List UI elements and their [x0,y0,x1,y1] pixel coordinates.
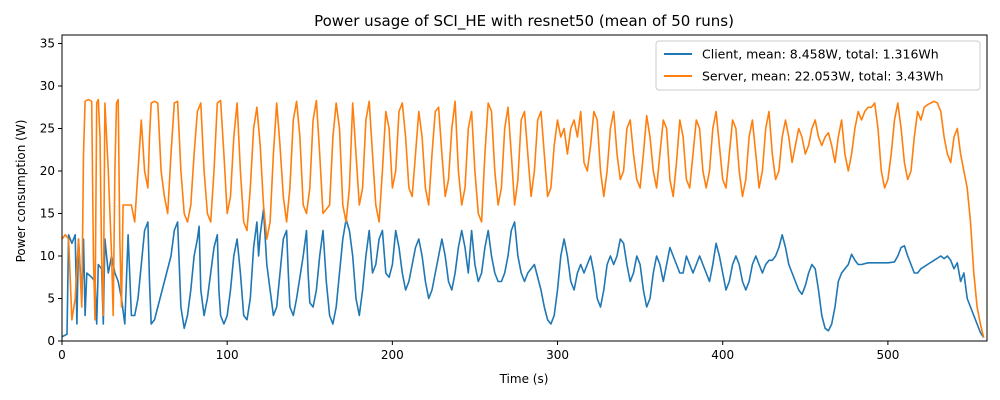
y-tick-label: 5 [47,292,55,306]
series-line-client [61,208,985,339]
x-tick-label: 400 [711,348,734,362]
x-tick-label: 200 [381,348,404,362]
y-tick-label: 20 [40,164,55,178]
x-tick-label: 100 [216,348,239,362]
y-tick-label: 25 [40,122,55,136]
y-axis-label: Power consumption (W) [14,120,28,263]
series-line-server [61,98,985,338]
x-tick-label: 0 [58,348,66,362]
series-layer [61,98,985,339]
x-tick-label: 300 [546,348,569,362]
y-tick-label: 0 [47,334,55,348]
chart-title: Power usage of SCI_HE with resnet50 (mea… [314,12,734,31]
y-axis-ticks: 0 5 10 15 20 25 30 35 [40,37,62,348]
legend-entry-server: Server, mean: 22.053W, total: 3.43Wh [702,69,944,84]
legend-box [655,40,981,91]
x-axis-ticks: 0 100 200 300 400 500 [58,341,899,362]
y-tick-label: 10 [40,249,55,263]
y-tick-label: 30 [40,79,55,93]
y-tick-label: 35 [40,37,55,51]
x-axis-label: Time (s) [499,372,549,386]
plot-area-frame [61,34,988,342]
x-tick-label: 500 [876,348,899,362]
legend-entry-client: Client, mean: 8.458W, total: 1.316Wh [702,47,939,62]
y-tick-label: 15 [40,207,55,221]
legend: Client, mean: 8.458W, total: 1.316Wh Ser… [655,40,981,91]
